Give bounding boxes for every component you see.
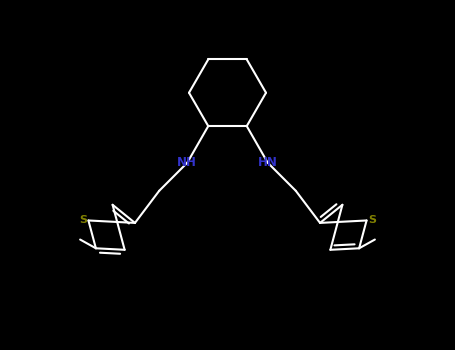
Text: NH: NH [177, 156, 197, 169]
Text: HN: HN [258, 156, 278, 169]
Text: S: S [368, 216, 376, 225]
Text: S: S [79, 216, 87, 225]
